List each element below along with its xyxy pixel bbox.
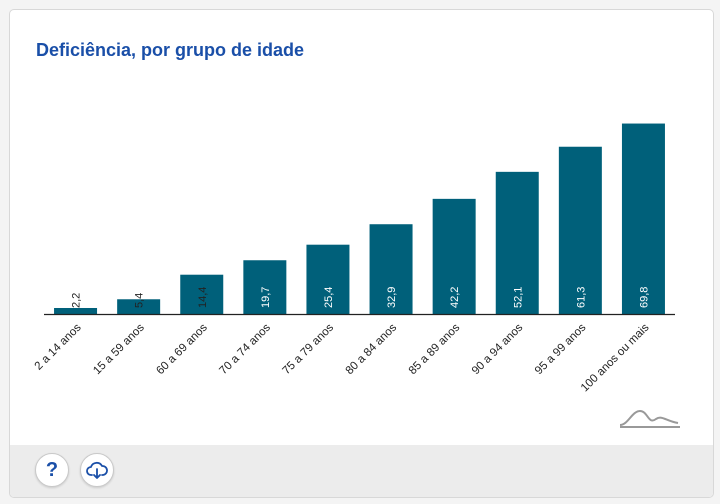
bar-10[interactable] <box>621 123 665 314</box>
download-button[interactable] <box>80 453 114 487</box>
x-tick-labels: 2 a 14 anos 15 a 59 anos 60 a 69 anos 70 a … <box>33 321 652 394</box>
data-label-5: 25,4 <box>323 287 335 308</box>
data-label-9: 61,3 <box>575 287 587 308</box>
x-tick-label-5: 75 a 79 anos <box>281 321 337 377</box>
data-label-2: 5,4 <box>134 293 146 308</box>
help-button[interactable]: ? <box>35 453 69 487</box>
bar-4[interactable] <box>243 260 287 314</box>
bars-group: 2,2 5,4 14,4 19,7 25,4 32,9 42,2 52,1 61,3 69,8 <box>54 123 665 314</box>
x-tick-label-1: 2 a 14 anos <box>33 321 84 372</box>
bar-8[interactable] <box>495 171 539 314</box>
data-label-4: 19,7 <box>260 287 272 308</box>
bar-2[interactable] <box>117 299 161 314</box>
brand-logo-icon <box>618 407 682 434</box>
x-tick-label-3: 60 a 69 anos <box>154 321 210 377</box>
data-label-10: 69,8 <box>638 287 650 308</box>
data-label-3: 14,4 <box>197 287 209 308</box>
bar-9[interactable] <box>558 146 602 314</box>
x-tick-label-7: 85 a 89 anos <box>407 321 463 377</box>
chart-title: Deficiência, por grupo de idade <box>36 40 305 60</box>
footer-bar: ? <box>10 445 713 497</box>
x-tick-label-4: 70 a 74 anos <box>217 321 273 377</box>
cloud-download-icon <box>86 461 108 479</box>
x-tick-label-8: 90 a 94 anos <box>470 321 526 377</box>
x-tick-label-2: 15 a 59 anos <box>91 321 147 377</box>
bar-chart: 2,2 5,4 14,4 19,7 25,4 32,9 42,2 52,1 61,3 69,8 2… <box>33 123 675 394</box>
bar-3[interactable] <box>180 274 224 314</box>
data-label-7: 42,2 <box>449 287 461 308</box>
chart-card: Deficiência, por grupo de idade 2,2 5,4 14… <box>9 9 714 498</box>
bar-5[interactable] <box>306 244 350 314</box>
x-tick-label-10: 100 anos ou mais <box>579 321 652 394</box>
data-label-6: 32,9 <box>386 287 398 308</box>
question-mark-icon: ? <box>45 459 59 481</box>
bar-1[interactable] <box>54 307 98 314</box>
bar-6[interactable] <box>369 224 413 314</box>
x-tick-label-6: 80 a 84 anos <box>344 321 400 377</box>
x-tick-label-9: 95 a 99 anos <box>533 321 589 377</box>
bar-7[interactable] <box>432 198 476 314</box>
data-label-8: 52,1 <box>512 287 524 308</box>
data-label-1: 2,2 <box>71 293 83 308</box>
